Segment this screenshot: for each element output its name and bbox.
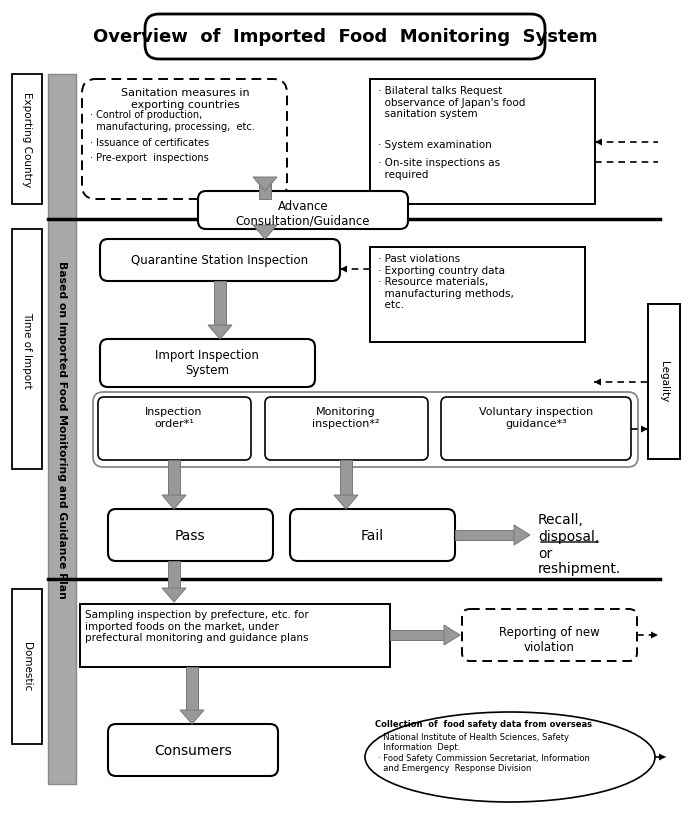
Text: Reporting of new
violation: Reporting of new violation (498, 625, 599, 654)
Text: Collection  of  food safety data from overseas: Collection of food safety data from over… (375, 719, 592, 728)
Text: Advance
Consultation/Guidance: Advance Consultation/Guidance (236, 200, 370, 228)
Text: Legality: Legality (659, 361, 669, 402)
Bar (340, 460, 352, 495)
Text: Consumers: Consumers (154, 743, 232, 757)
FancyBboxPatch shape (100, 340, 315, 387)
Polygon shape (334, 495, 358, 509)
Bar (168, 460, 180, 495)
Bar (370, 80, 595, 205)
FancyBboxPatch shape (100, 240, 340, 282)
Text: Quarantine Station Inspection: Quarantine Station Inspection (132, 254, 309, 267)
Text: Time of Import: Time of Import (22, 311, 32, 388)
Bar (214, 282, 226, 326)
Text: · Pre-export  inspections: · Pre-export inspections (90, 153, 209, 163)
Polygon shape (659, 753, 666, 761)
Bar (12, 590, 42, 744)
Polygon shape (595, 139, 602, 147)
Bar (186, 667, 198, 710)
Bar (48, 75, 76, 784)
Text: Monitoring
inspection*²: Monitoring inspection*² (312, 407, 379, 428)
Text: Sanitation measures in
exporting countries: Sanitation measures in exporting countri… (120, 88, 249, 110)
Text: · Issuance of certificates: · Issuance of certificates (90, 138, 209, 147)
Bar (455, 531, 514, 541)
Text: Fail: Fail (360, 528, 384, 542)
FancyBboxPatch shape (265, 397, 428, 460)
Polygon shape (208, 326, 232, 340)
Text: Based on Imported Food Monitoring and Guidance Plan: Based on Imported Food Monitoring and Gu… (57, 260, 67, 598)
Bar (259, 226, 271, 229)
Text: Pass: Pass (175, 528, 205, 542)
Text: Voluntary inspection
guidance*³: Voluntary inspection guidance*³ (479, 407, 593, 428)
Text: Domestic: Domestic (22, 641, 32, 690)
Text: · On-site inspections as
  required: · On-site inspections as required (378, 158, 500, 179)
Bar (168, 561, 180, 588)
Polygon shape (253, 178, 277, 192)
Ellipse shape (365, 713, 655, 802)
FancyBboxPatch shape (98, 397, 251, 460)
Bar (259, 178, 271, 200)
Text: Exporting Country: Exporting Country (22, 93, 32, 188)
FancyBboxPatch shape (145, 15, 545, 60)
FancyBboxPatch shape (198, 192, 408, 229)
Polygon shape (340, 266, 347, 274)
Text: reshipment.: reshipment. (538, 561, 622, 575)
FancyBboxPatch shape (108, 724, 278, 776)
Bar (370, 247, 585, 342)
Text: disposal,: disposal, (538, 529, 599, 543)
Polygon shape (641, 426, 648, 433)
Text: Import Inspection
System: Import Inspection System (155, 349, 259, 377)
Polygon shape (651, 631, 658, 639)
Bar (80, 604, 390, 667)
Bar (12, 229, 42, 469)
Polygon shape (180, 710, 204, 724)
Text: Inspection
order*¹: Inspection order*¹ (146, 407, 203, 428)
Polygon shape (444, 625, 460, 645)
Text: Sampling inspection by prefecture, etc. for
imported foods on the market, under
: Sampling inspection by prefecture, etc. … (85, 609, 309, 642)
FancyBboxPatch shape (108, 509, 273, 561)
Bar (12, 75, 42, 205)
Text: · Control of production,
  manufacturing, processing,  etc.: · Control of production, manufacturing, … (90, 110, 255, 131)
FancyBboxPatch shape (290, 509, 455, 561)
Polygon shape (162, 495, 186, 509)
FancyBboxPatch shape (462, 609, 637, 661)
Text: · System examination: · System examination (378, 140, 491, 150)
Text: Recall,: Recall, (538, 513, 584, 527)
Polygon shape (594, 379, 601, 386)
Text: · National Institute of Health Sciences, Safety
  Information  Dept.
· Food Safe: · National Institute of Health Sciences,… (378, 732, 590, 772)
Text: Overview  of  Imported  Food  Monitoring  System: Overview of Imported Food Monitoring Sys… (92, 28, 597, 46)
Text: · Bilateral talks Request
  observance of Japan's food
  sanitation system: · Bilateral talks Request observance of … (378, 86, 526, 119)
Polygon shape (253, 226, 277, 240)
Text: or: or (538, 546, 552, 560)
FancyBboxPatch shape (93, 392, 638, 468)
Bar (390, 631, 444, 640)
Polygon shape (514, 525, 530, 545)
Bar (648, 305, 680, 459)
FancyBboxPatch shape (441, 397, 631, 460)
FancyBboxPatch shape (82, 80, 287, 200)
Polygon shape (162, 588, 186, 602)
Text: · Past violations
· Exporting country data
· Resource materials,
  manufacturing: · Past violations · Exporting country da… (378, 254, 514, 310)
